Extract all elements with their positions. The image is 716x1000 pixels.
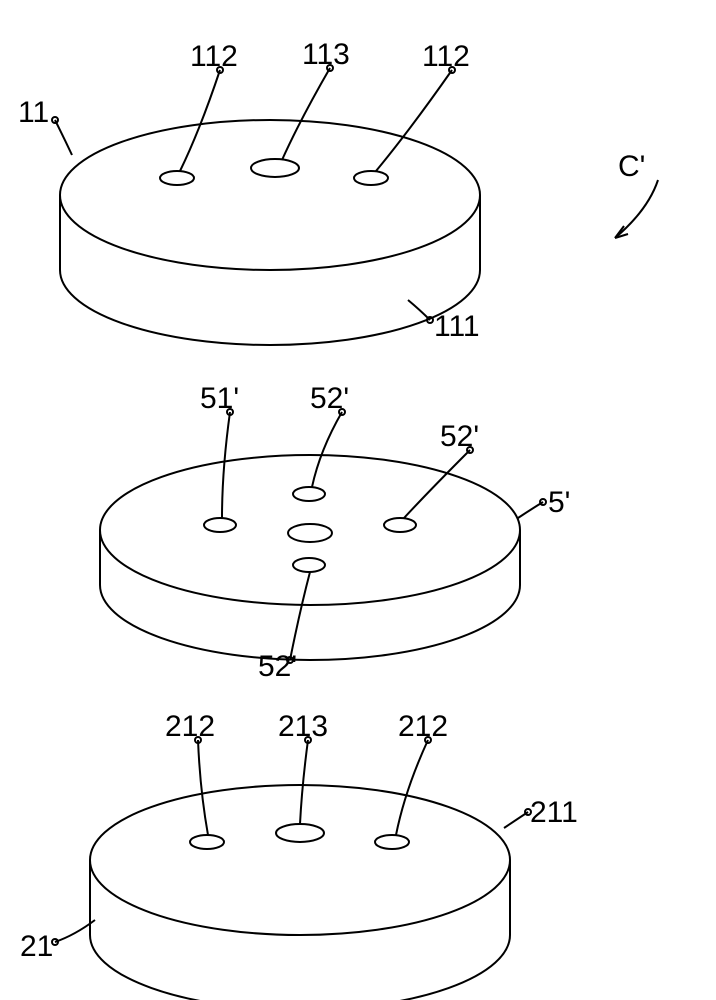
hole-middle-bottom [293, 558, 325, 572]
leader-lines-middle [222, 409, 546, 663]
label-middle-52prime-top: 52' [310, 382, 349, 416]
label-top-113: 113 [302, 38, 350, 72]
hole-middle-top [293, 487, 325, 501]
label-top-11: 11 [18, 96, 49, 130]
hole-top-center [251, 159, 299, 177]
label-top-112-right: 112 [422, 40, 470, 74]
label-bottom-212-left: 212 [165, 710, 215, 744]
hole-middle-right [384, 518, 416, 532]
leader-lines-top [52, 65, 455, 323]
label-bottom-212-right: 212 [398, 710, 448, 744]
hole-bottom-right [375, 835, 409, 849]
hole-middle-left [204, 518, 236, 532]
disc-top [60, 120, 480, 345]
label-bottom-213: 213 [278, 710, 328, 744]
hole-top-left [160, 171, 194, 185]
assembly-arrow [615, 180, 658, 238]
hole-bottom-center [276, 824, 324, 842]
diagram-canvas [0, 0, 716, 1000]
label-bottom-211: 211 [530, 796, 578, 830]
label-middle-52prime-right: 52' [440, 420, 479, 454]
label-middle-52prime-bottom: 52' [258, 650, 297, 684]
label-assembly-cprime: C' [618, 150, 645, 184]
hole-top-right [354, 171, 388, 185]
hole-bottom-left [190, 835, 224, 849]
label-middle-51prime: 51' [200, 382, 239, 416]
disc-middle [100, 455, 520, 660]
label-bottom-21: 21 [20, 930, 53, 964]
hole-middle-center [288, 524, 332, 542]
label-middle-5prime: 5' [548, 486, 570, 520]
label-top-112-left: 112 [190, 40, 238, 74]
label-top-111: 111 [434, 310, 480, 344]
